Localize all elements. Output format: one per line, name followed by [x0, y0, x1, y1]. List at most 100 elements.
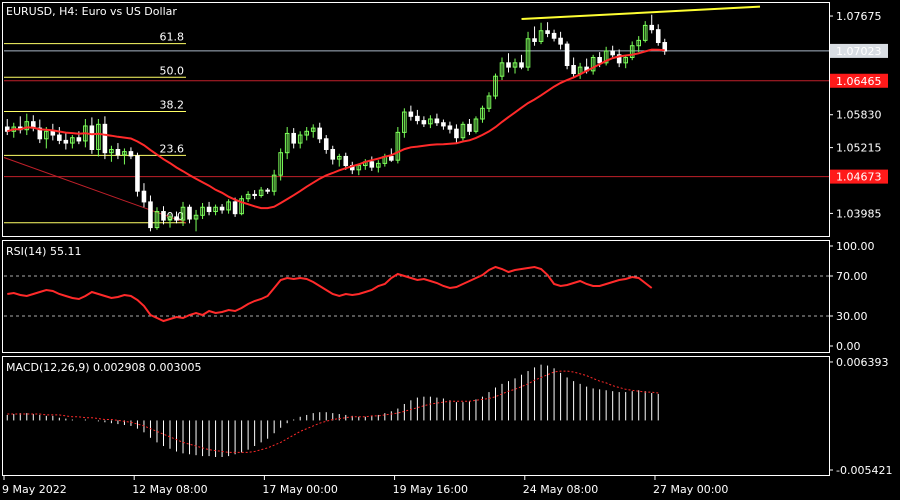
candle-body: [519, 62, 524, 68]
fib-label: 23.6: [160, 142, 185, 155]
candle-body: [76, 137, 82, 142]
rsi-label: RSI(14) 55.11: [6, 245, 81, 258]
candle-body: [486, 95, 492, 109]
candle-body: [467, 123, 472, 132]
rsi-line: [7, 265, 653, 323]
fib-label: 50.0: [160, 64, 185, 77]
candle-body: [180, 206, 186, 221]
candle-body: [473, 118, 479, 132]
candle-body: [4, 126, 10, 132]
candle-body: [597, 56, 602, 64]
resistance-trendline: [521, 5, 761, 20]
price-tag-0: [830, 43, 888, 58]
macd-pane[interactable]: [6, 364, 659, 458]
candle-body: [70, 137, 75, 144]
time-tick-label: 24 May 08:00: [523, 483, 598, 496]
price-tag-label: 1.04673: [836, 171, 882, 184]
candle-body: [402, 111, 407, 133]
time-tick-label: 19 May 16:00: [393, 483, 468, 496]
candle-body: [649, 24, 655, 31]
candle-body: [493, 75, 498, 97]
axes: 1.07675 1.05830 1.05215 1.03985 1.07023 1.064…: [2, 10, 892, 496]
candle-body: [187, 206, 192, 220]
candle-body: [148, 201, 153, 229]
price-tag-2: [830, 169, 888, 184]
candle-body: [428, 118, 433, 125]
candle-body: [603, 50, 609, 64]
fib-label: 38.2: [160, 99, 185, 112]
macd-pane-frame: [2, 356, 830, 476]
macd-tick-label: -0.005421: [836, 464, 892, 477]
rsi-tick-label: 100.00: [836, 240, 875, 253]
candle-body: [532, 38, 537, 42]
candle-body: [258, 189, 264, 196]
candle-body: [109, 148, 114, 154]
macd-label: MACD(12,26,9) 0.002908 0.003005: [6, 361, 202, 374]
candle-body: [213, 206, 218, 213]
candle-body: [525, 38, 531, 68]
candle-body: [232, 201, 238, 215]
candle-body: [135, 155, 140, 192]
candle-body: [44, 130, 49, 140]
rsi-tick-label: 70.00: [836, 270, 868, 283]
candle-body: [499, 62, 505, 77]
candle-body: [447, 125, 453, 130]
candle-body: [480, 107, 485, 120]
candle-body: [304, 130, 309, 136]
candle-body: [57, 134, 62, 141]
candle-body: [115, 148, 121, 156]
candle-body: [356, 165, 362, 171]
candle-body: [245, 193, 251, 200]
candle-body: [63, 139, 69, 144]
time-tick-label: 12 May 08:00: [132, 483, 207, 496]
candle-body: [571, 65, 576, 75]
candle-body: [122, 151, 127, 156]
rsi-tick-label: 30.00: [836, 310, 868, 323]
candle-body: [24, 121, 30, 131]
candle-body: [408, 111, 414, 117]
candle-body: [441, 122, 446, 127]
rsi-pane-frame: [2, 240, 830, 353]
candle-body: [538, 30, 544, 42]
candle-body: [460, 123, 466, 139]
candle-body: [590, 56, 596, 72]
macd-tick-label: 0.006393: [836, 356, 889, 369]
price-tick-label: 1.05830: [836, 109, 882, 122]
candle-body: [369, 161, 375, 168]
price-tick-label: 1.03985: [836, 207, 882, 220]
chart-title: EURUSD, H4: Euro vs US Dollar: [6, 5, 177, 18]
candle-body: [545, 30, 550, 34]
candle-body: [161, 211, 166, 221]
price-tag-1: [830, 73, 888, 88]
price-tick-label: 1.07675: [836, 10, 882, 23]
macd-signal-line: [7, 370, 659, 453]
candle-body: [506, 62, 511, 68]
candle-body: [174, 216, 179, 221]
candle-body: [564, 43, 570, 67]
candle-body: [662, 42, 668, 52]
candle-body: [623, 56, 628, 64]
time-tick-label: 27 May 00:00: [653, 483, 728, 496]
candle-body: [154, 211, 160, 229]
candle-body: [395, 131, 401, 161]
candle-body: [89, 125, 95, 150]
candle-body: [434, 118, 440, 124]
candle-body: [297, 134, 303, 144]
candle-body: [102, 123, 108, 154]
candle-body: [278, 152, 283, 176]
candle-body: [629, 45, 635, 58]
price-pane[interactable]: 61.8 50.0 38.2 23.6 0.0: [3, 5, 829, 232]
candle-body: [141, 190, 147, 203]
price-tick-label: 1.05215: [836, 142, 882, 155]
candle-body: [421, 120, 427, 125]
candle-body: [317, 127, 323, 140]
candle-body: [376, 162, 381, 168]
candle-body: [37, 127, 43, 140]
candle-body: [343, 155, 349, 167]
candle-body: [128, 151, 134, 157]
rsi-pane[interactable]: [4, 265, 829, 323]
candle-body: [226, 201, 231, 211]
candle-body: [323, 138, 329, 150]
candle-body: [330, 148, 336, 160]
